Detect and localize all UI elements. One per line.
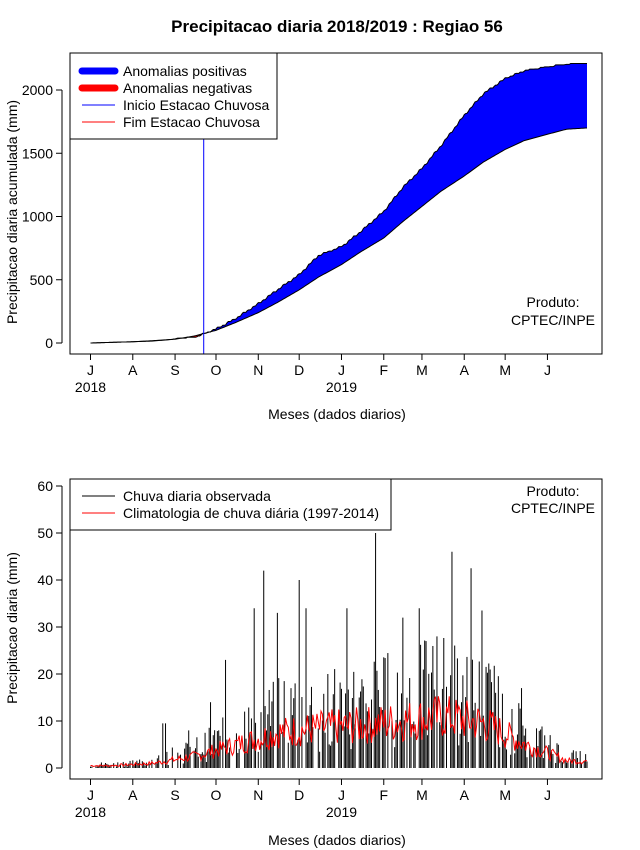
legend-label-onset: Inicio Estacao Chuvosa	[123, 97, 270, 113]
y-tick-label-1500: 1500	[22, 145, 53, 161]
x-tick-label-J: J	[87, 362, 94, 378]
x-year-label-2019: 2019	[326, 804, 357, 820]
top-x-axis-label: Meses (dados diarios)	[268, 406, 406, 422]
x-tick-label-M: M	[499, 362, 511, 378]
legend-label-negative: Anomalias negativas	[123, 80, 252, 96]
y-tick-label-0: 0	[45, 760, 53, 776]
x-tick-label-J: J	[87, 787, 94, 803]
x-tick-label-A: A	[460, 787, 470, 803]
top-legend-box	[69, 52, 278, 140]
top-credit-line-1: Produto:	[527, 294, 580, 310]
x-tick-label-O: O	[211, 787, 222, 803]
x-tick-label-F: F	[379, 362, 388, 378]
x-tick-label-A: A	[128, 787, 138, 803]
y-tick-label-1000: 1000	[22, 209, 53, 225]
x-tick-label-J: J	[544, 362, 551, 378]
positive-anomaly-area	[90, 63, 587, 344]
chart-title: Precipitacao diaria 2018/2019 : Regiao 5…	[171, 17, 503, 36]
y-tick-label-500: 500	[30, 272, 54, 288]
x-tick-label-J: J	[338, 787, 345, 803]
negative-anomaly-area	[90, 127, 587, 343]
legend-label-climatology: Climatologia de chuva diária (1997-2014)	[123, 505, 379, 521]
observed-accumulated-line	[90, 62, 587, 344]
climatology-daily-line	[90, 696, 588, 768]
y-tick-label-60: 60	[37, 478, 53, 494]
x-year-label-2018: 2018	[75, 379, 106, 395]
y-tick-label-30: 30	[37, 619, 53, 635]
bottom-credit-line-2: CPTEC/INPE	[511, 500, 595, 516]
y-tick-label-40: 40	[37, 572, 53, 588]
top-credit-line-2: CPTEC/INPE	[511, 312, 595, 328]
bottom-legend: Chuva diaria observada Climatologia de c…	[69, 478, 392, 531]
bottom-legend-box	[69, 478, 392, 531]
x-tick-label-M: M	[499, 787, 511, 803]
top-y-axis-label: Precipitacao diaria acumulada (mm)	[4, 100, 20, 324]
climatology-accumulated-line	[90, 127, 588, 344]
x-tick-label-J: J	[338, 362, 345, 378]
bottom-credit-line-1: Produto:	[527, 483, 580, 499]
x-tick-label-D: D	[294, 787, 304, 803]
x-year-label-2019: 2019	[326, 379, 357, 395]
x-tick-label-D: D	[294, 362, 304, 378]
x-year-label-2018: 2018	[75, 804, 106, 820]
legend-label-positive: Anomalias positivas	[123, 63, 247, 79]
y-tick-label-20: 20	[37, 666, 53, 682]
x-tick-label-N: N	[253, 362, 263, 378]
bottom-x-axis-label: Meses (dados diarios)	[268, 832, 406, 848]
x-tick-label-S: S	[170, 787, 179, 803]
y-tick-label-0: 0	[45, 335, 53, 351]
x-tick-label-M: M	[416, 362, 428, 378]
x-tick-label-F: F	[379, 787, 388, 803]
y-tick-label-10: 10	[37, 713, 53, 729]
top-y-axis: 0 500 1000 1500 2000	[22, 82, 63, 351]
x-tick-label-A: A	[460, 362, 470, 378]
y-tick-label-50: 50	[37, 525, 53, 541]
legend-label-end: Fim Estacao Chuvosa	[123, 114, 260, 130]
bottom-y-axis: 0 10 20 30 40 50 60	[37, 478, 63, 776]
bottom-y-axis-label: Precipitacao diaria (mm)	[4, 552, 20, 704]
x-tick-label-N: N	[253, 787, 263, 803]
top-legend: Anomalias positivas Anomalias negativas …	[69, 52, 278, 140]
y-tick-label-2000: 2000	[22, 82, 53, 98]
x-tick-label-S: S	[170, 362, 179, 378]
x-tick-label-O: O	[211, 362, 222, 378]
legend-label-observed: Chuva diaria observada	[123, 488, 271, 504]
x-tick-label-A: A	[128, 362, 138, 378]
x-tick-label-J: J	[544, 787, 551, 803]
observed-daily-rain-bars	[90, 533, 588, 768]
x-tick-label-M: M	[416, 787, 428, 803]
